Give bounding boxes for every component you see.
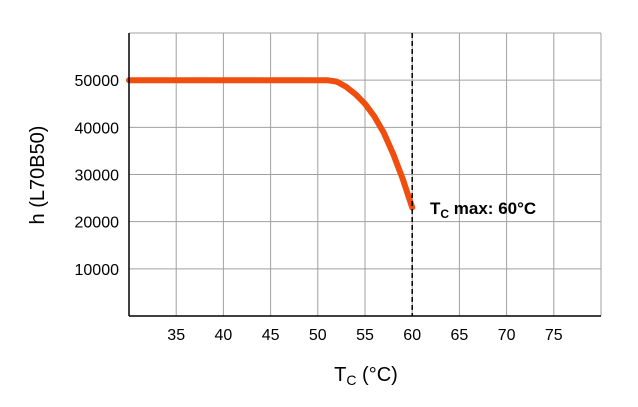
- x-axis-label: TC (°C): [334, 364, 398, 388]
- x-tick-label: 45: [262, 327, 280, 344]
- y-tick-label: 10000: [75, 262, 120, 279]
- x-tick-label: 60: [403, 327, 421, 344]
- y-axis-label: h (L70B50): [27, 126, 49, 225]
- y-tick-label: 40000: [75, 120, 120, 137]
- x-tick-label: 70: [498, 327, 516, 344]
- x-tick-label: 75: [545, 327, 563, 344]
- x-tick-label: 40: [215, 327, 233, 344]
- x-tick-label: 55: [356, 327, 374, 344]
- tc-max-annotation: TC max: 60°C: [430, 199, 536, 221]
- x-tick-label: 50: [309, 327, 327, 344]
- x-tick-label: 65: [451, 327, 469, 344]
- y-tick-label: 20000: [75, 215, 120, 232]
- y-tick-label: 30000: [75, 168, 120, 185]
- x-tick-label: 35: [167, 327, 185, 344]
- series-line: [126, 77, 416, 211]
- y-tick-label: 50000: [75, 73, 120, 90]
